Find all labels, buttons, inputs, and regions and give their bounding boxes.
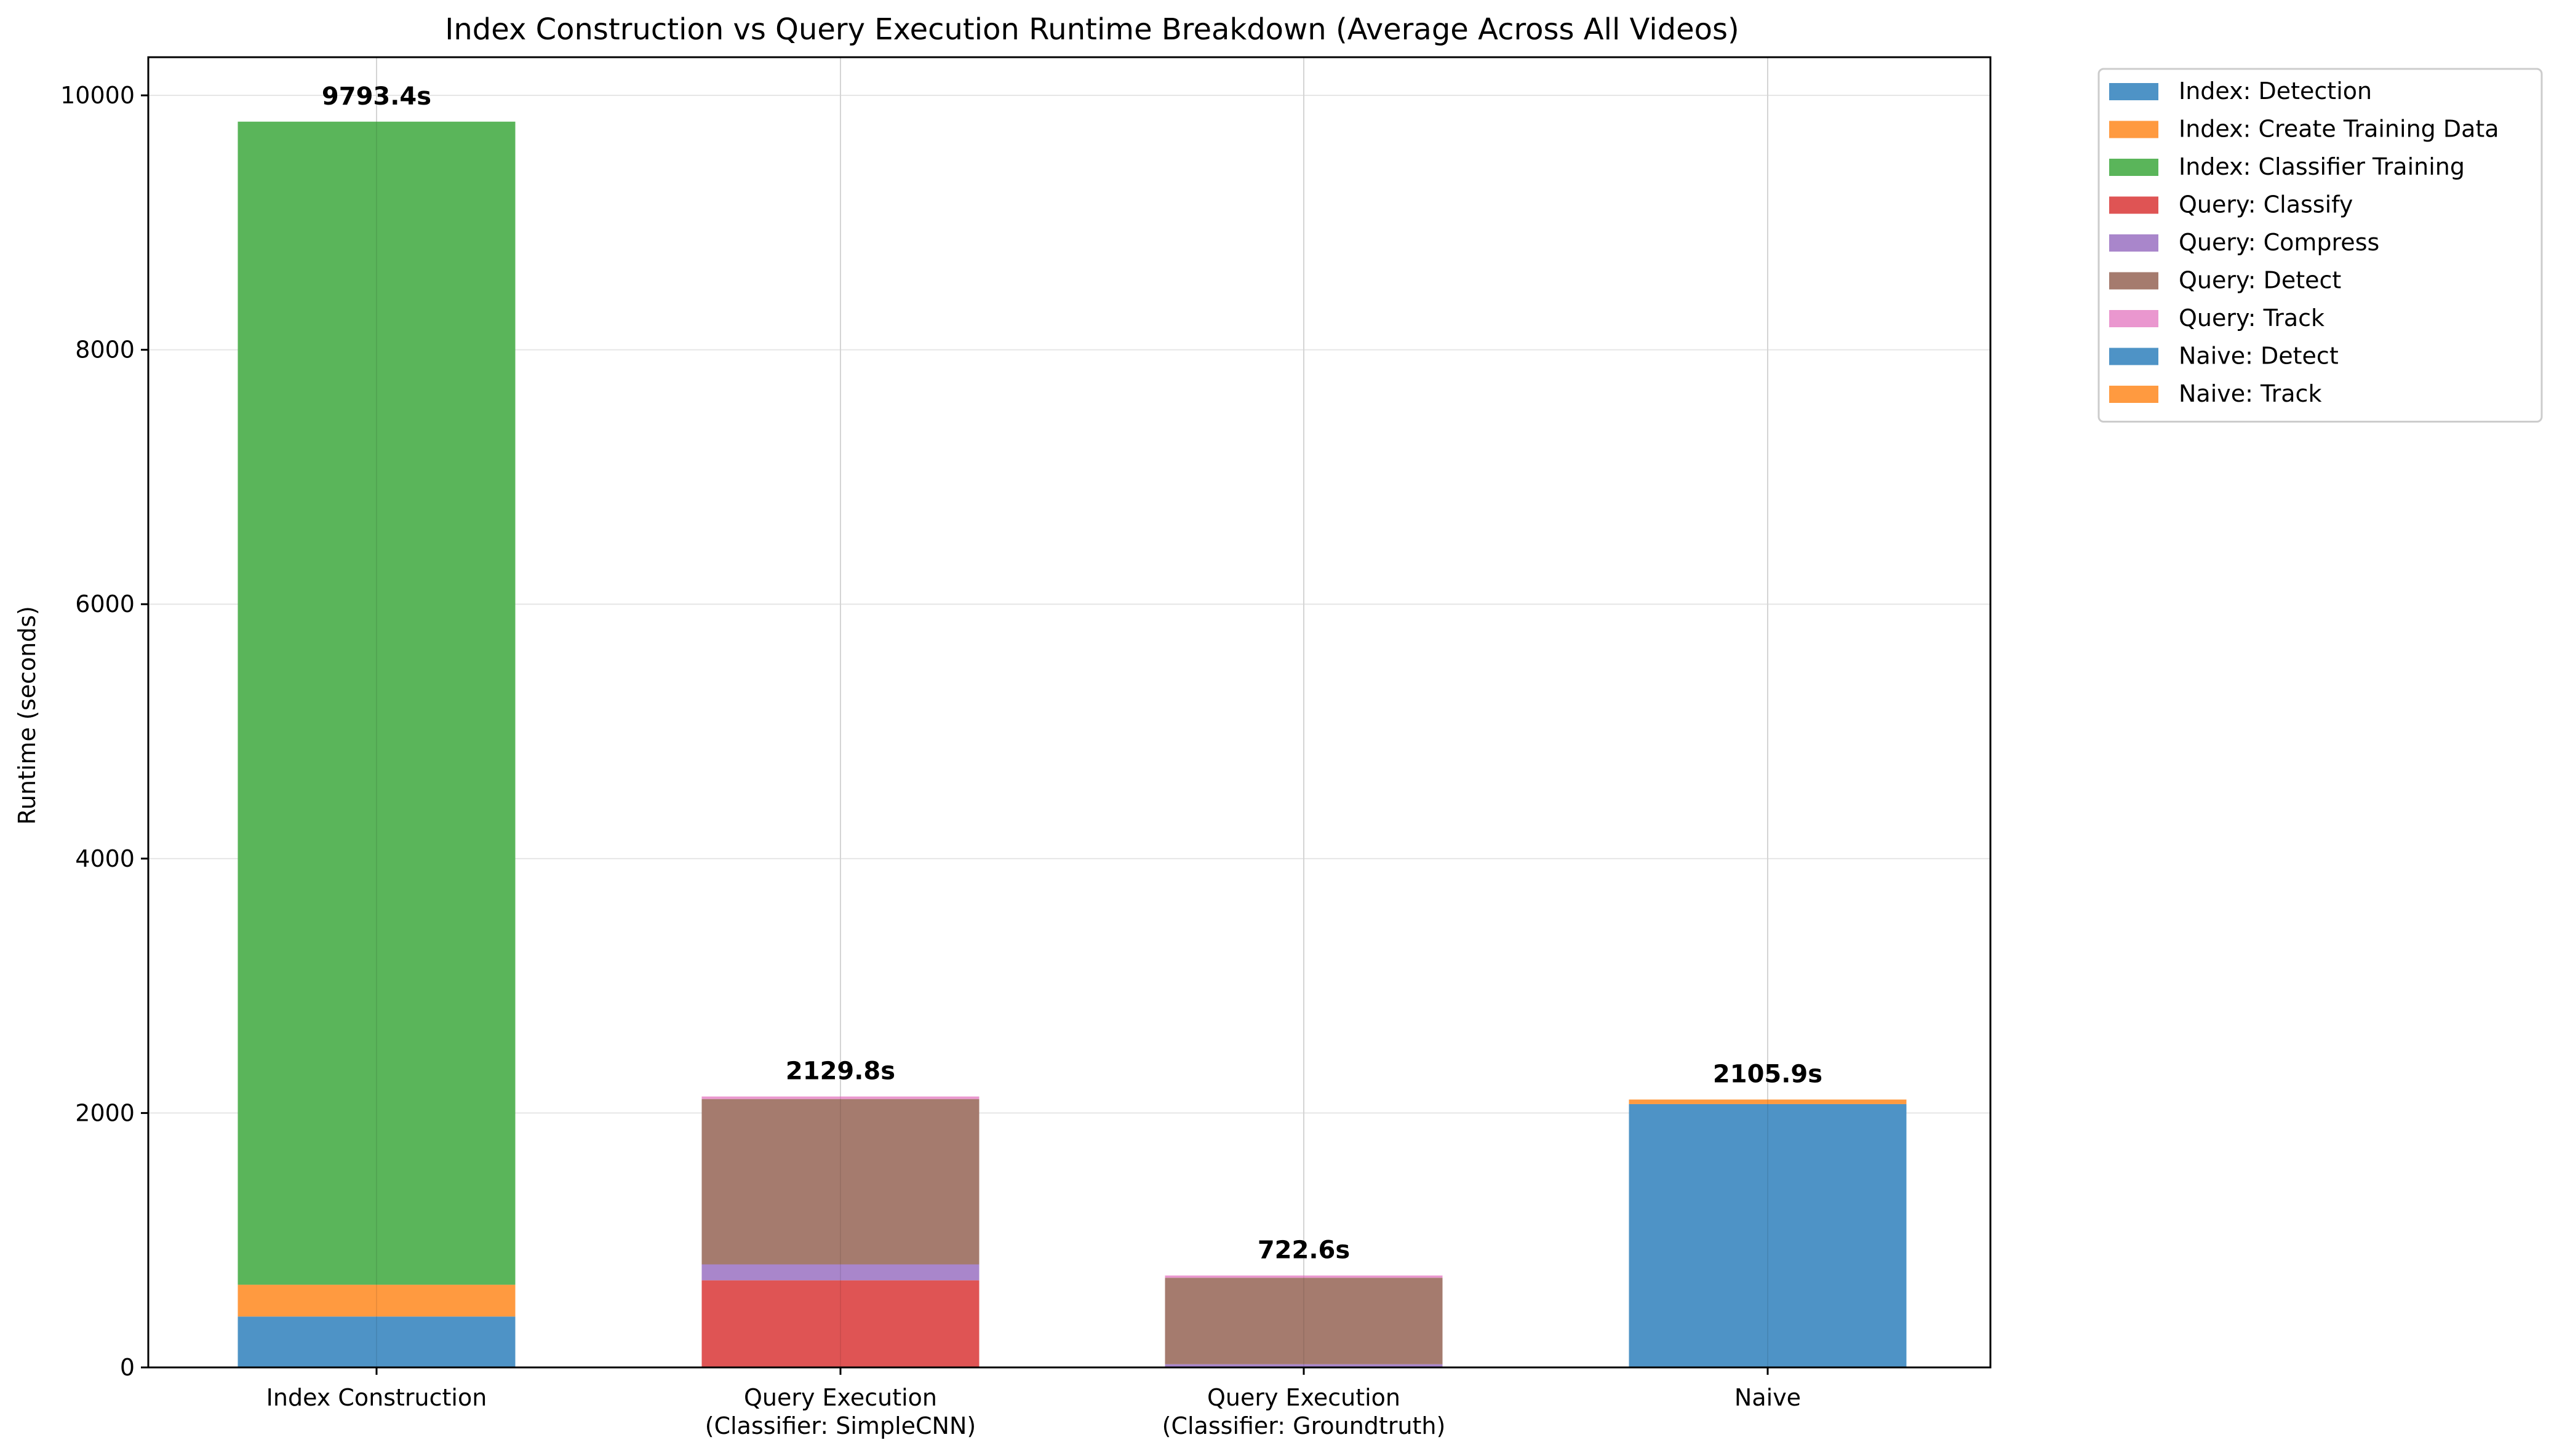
- axes: 0 2000 4000 6000 8000 10000 Index Construction…: [60, 56, 1992, 1439]
- legend-box: [2097, 68, 2543, 423]
- bar-total-label: 9793.4s: [322, 82, 431, 111]
- bar-segment: [701, 1264, 980, 1281]
- x-tick-label: Query Execution: [744, 1384, 937, 1411]
- bar-segment: [1629, 1104, 1907, 1367]
- y-axis-label: Runtime (seconds): [14, 606, 41, 825]
- bar-segment: [701, 1280, 980, 1367]
- legend-swatch: [2109, 196, 2158, 214]
- y-tick-label: 4000: [75, 845, 135, 872]
- legend-swatch: [2109, 159, 2158, 176]
- bar-segment: [1629, 1099, 1907, 1104]
- y-tick-label: 8000: [75, 336, 135, 364]
- x-tick-label: Naive: [1734, 1384, 1801, 1411]
- bar-segment: [237, 121, 516, 1285]
- legend-label: Query: Compress: [2179, 229, 2379, 256]
- legend-swatch: [2109, 386, 2158, 403]
- y-tick-label: 2000: [75, 1099, 135, 1126]
- x-tick-label: Index Construction: [266, 1384, 487, 1411]
- y-tick-label: 0: [120, 1354, 135, 1381]
- bar-segment: [701, 1099, 980, 1265]
- chart-title: Index Construction vs Query Execution Ru…: [445, 12, 1739, 47]
- bar-segment: [1165, 1364, 1443, 1367]
- bar-segment: [237, 1284, 516, 1317]
- labels: 9793.4s 2129.8s 722.6s 2105.9s: [322, 82, 1822, 1265]
- legend-label: Index: Create Training Data: [2179, 116, 2499, 143]
- legend-swatch: [2109, 272, 2158, 290]
- y-tick-label: 6000: [75, 591, 135, 618]
- legend-label: Query: Detect: [2179, 267, 2341, 294]
- bar-total-label: 2129.8s: [786, 1057, 895, 1086]
- legend-label: Index: Classifier Training: [2179, 153, 2465, 180]
- legend-label: Naive: Detect: [2179, 343, 2339, 370]
- legend-label: Naive: Track: [2179, 380, 2321, 407]
- bar-total-label: 722.6s: [1258, 1236, 1350, 1265]
- bar-total-label: 2105.9s: [1713, 1060, 1822, 1089]
- bar-segment: [1165, 1278, 1443, 1364]
- bar-segment: [237, 1316, 516, 1367]
- plot-frame: [147, 56, 1992, 1369]
- x-tick-label: (Classifier: Groundtruth): [1162, 1412, 1446, 1439]
- x-tick-label: Query Execution: [1207, 1384, 1400, 1411]
- legend-label: Query: Classify: [2179, 191, 2353, 218]
- y-tick-label: 10000: [60, 82, 135, 109]
- legend-swatch: [2109, 310, 2158, 327]
- legend-swatch: [2109, 234, 2158, 252]
- bars: [237, 57, 1907, 1367]
- bar-segment: [701, 1096, 980, 1099]
- legend: Index: Detection Index: Create Training D…: [2097, 68, 2543, 423]
- legend-swatch: [2109, 121, 2158, 138]
- legend-label: Query: Track: [2179, 304, 2325, 332]
- legend-label: Index: Detection: [2179, 78, 2372, 105]
- x-tick-label: (Classifier: SimpleCNN): [705, 1412, 976, 1439]
- bar-segment: [1165, 1275, 1443, 1278]
- legend-swatch: [2109, 348, 2158, 365]
- legend-swatch: [2109, 83, 2158, 100]
